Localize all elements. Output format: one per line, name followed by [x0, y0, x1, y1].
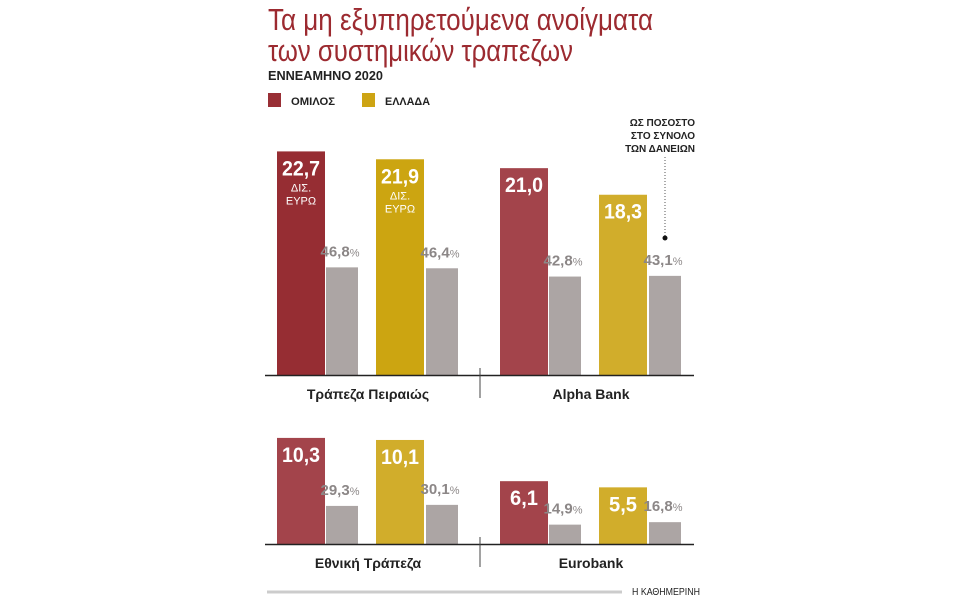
pct-label: 14,9%: [544, 501, 583, 518]
value-label: 10,1: [381, 446, 419, 469]
value-label: 22,7: [282, 157, 320, 180]
bank-label: Eurobank: [559, 555, 624, 571]
pct-sign: %: [450, 248, 460, 260]
legend: ΟΜΙΛΟΣ ΕΛΛΑΔΑ: [268, 93, 430, 108]
value-label: 5,5: [609, 493, 637, 516]
annotation: ΩΣ ΠΟΣΟΣΤΟ ΣΤΟ ΣΥΝΟΛΟ ΤΩΝ ΔΑΝΕΙΩΝ: [625, 118, 695, 241]
pct-value: 46,4: [421, 244, 451, 261]
value-label: 21,9: [381, 165, 419, 188]
bank-label: Τράπεζα Πειραιώς: [307, 386, 429, 402]
unit-label-line-1: ΔΙΣ.: [390, 190, 410, 202]
pct-label: 29,3%: [321, 482, 360, 499]
pct-sign: %: [673, 502, 683, 514]
bar-group-value: [500, 168, 548, 375]
pct-sign: %: [350, 486, 360, 498]
bar-group-pct: [326, 267, 358, 375]
unit-label-line-1: ΔΙΣ.: [291, 182, 311, 194]
bar-greece-value: [599, 487, 647, 544]
bar-group-pct: [326, 505, 358, 544]
bars: 22,7ΔΙΣ.ΕΥΡΩ46,8%21,9ΔΙΣ.ΕΥΡΩ46,4%Τράπεζ…: [265, 151, 694, 571]
annotation-dot: [662, 235, 668, 241]
pct-value: 29,3: [321, 482, 350, 499]
bar-greece-pct: [649, 522, 681, 544]
pct-sign: %: [450, 485, 460, 497]
bar-greece-pct: [426, 268, 458, 375]
bar-greece-value: [376, 159, 424, 375]
unit-label-line-2: ΕΥΡΩ: [385, 203, 415, 215]
value-label: 21,0: [505, 174, 543, 197]
value-label: 18,3: [604, 201, 642, 224]
pct-label: 43,1%: [644, 252, 683, 269]
pct-label: 16,8%: [644, 498, 683, 515]
pct-sign: %: [573, 505, 583, 517]
pct-label: 42,8%: [544, 253, 583, 270]
chart-title-line-2: των συστημικών τραπεζων: [268, 33, 573, 68]
bar-greece-value: [376, 439, 424, 544]
bank-label: Alpha Bank: [552, 386, 629, 402]
pct-value: 14,9: [544, 501, 573, 518]
bar-greece-pct: [649, 275, 681, 375]
pct-sign: %: [673, 256, 683, 268]
pct-label: 30,1%: [421, 481, 460, 498]
unit-label-line-2: ΕΥΡΩ: [286, 195, 316, 207]
bar-greece-value: [599, 194, 647, 375]
bar-group-pct: [549, 276, 581, 375]
legend-label-group: ΟΜΙΛΟΣ: [291, 96, 335, 108]
pct-value: 43,1: [644, 252, 673, 269]
bar-group-value: [277, 437, 325, 544]
bar-group-value: [277, 151, 325, 375]
chart-subtitle: ΕΝΝΕΑΜΗΝΟ 2020: [268, 68, 383, 83]
bank-label: Εθνική Τράπεζα: [315, 555, 422, 571]
bar-greece-pct: [426, 504, 458, 544]
pct-value: 16,8: [644, 498, 673, 515]
legend-swatch-greece: [362, 93, 375, 107]
pct-label: 46,8%: [321, 243, 360, 260]
value-label: 6,1: [510, 487, 538, 510]
pct-sign: %: [350, 247, 360, 259]
pct-value: 30,1: [421, 481, 450, 498]
pct-value: 46,8: [321, 243, 350, 260]
chart-title-line-1: Τα μη εξυπηρετούμενα ανοίγματα: [268, 2, 653, 37]
annotation-line-2: ΣΤΟ ΣΥΝΟΛΟ: [631, 131, 695, 142]
value-label: 10,3: [282, 444, 320, 467]
pct-value: 42,8: [544, 253, 573, 270]
bar-group-pct: [549, 524, 581, 544]
legend-label-greece: ΕΛΛΑΔΑ: [385, 96, 430, 108]
pct-label: 46,4%: [421, 244, 460, 261]
legend-swatch-group: [268, 93, 281, 107]
bar-group-value: [500, 481, 548, 544]
pct-sign: %: [573, 257, 583, 269]
annotation-line-3: ΤΩΝ ΔΑΝΕΙΩΝ: [625, 144, 695, 155]
source-label: Η ΚΑΘΗΜΕΡΙΝΗ: [632, 587, 700, 598]
annotation-line-1: ΩΣ ΠΟΣΟΣΤΟ: [630, 118, 696, 129]
